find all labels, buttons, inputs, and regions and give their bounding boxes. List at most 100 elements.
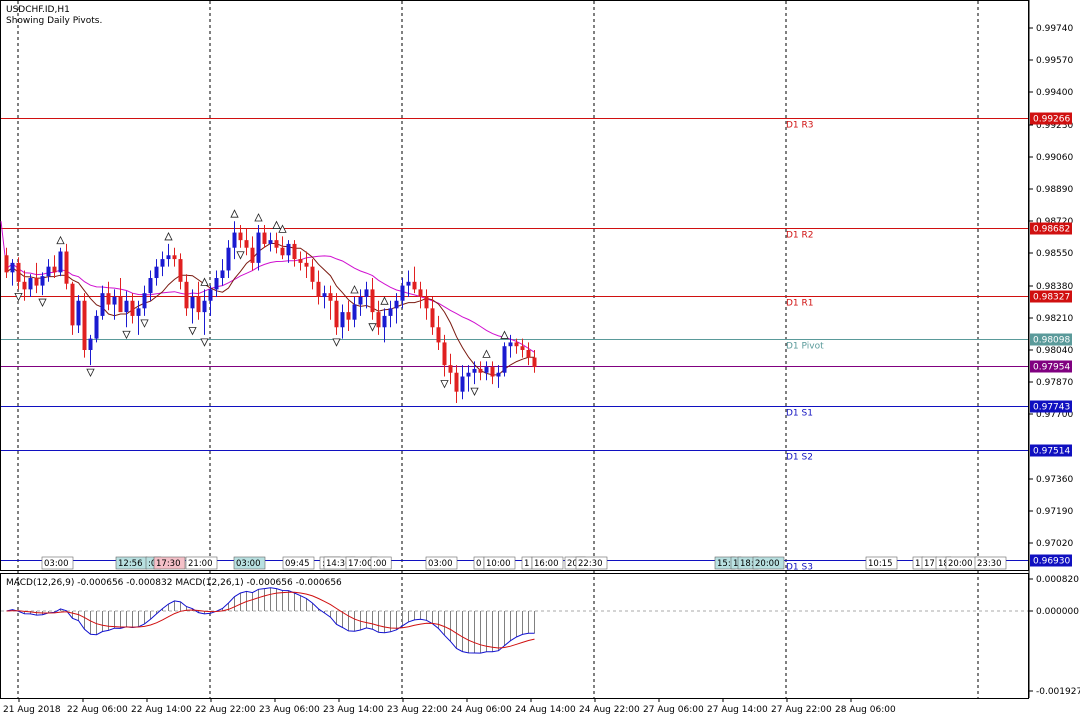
- session-label: 15:: [717, 559, 731, 569]
- session-label-box: [282, 556, 315, 570]
- candle-body: [436, 327, 441, 343]
- fractal-down-arrow: [368, 323, 377, 332]
- session-label-box: [425, 556, 458, 570]
- candle-body: [172, 255, 177, 260]
- fractal-down-arrow: [14, 292, 23, 302]
- time-label: 22 Aug 22:00: [195, 705, 256, 715]
- candle-body: [142, 293, 147, 309]
- pivot-label-r2: D1 R2: [786, 231, 814, 241]
- fractal-up-arrow: [56, 235, 65, 245]
- session-label: 20:00: [755, 559, 780, 569]
- price-tick-label: 0.98550: [1036, 249, 1073, 259]
- candle-body: [82, 300, 87, 350]
- candle-body: [382, 315, 387, 328]
- price-axis: 0.99740 0.99570 0.99400 0.99230 0.99060 0.988…: [1029, 24, 1073, 549]
- time-label: 24 Aug 22:00: [579, 705, 640, 715]
- session-label: :00: [373, 559, 387, 569]
- pivot-label-r1: D1 R1: [786, 299, 814, 309]
- candle-body: [466, 372, 471, 377]
- candle-body: [430, 308, 435, 328]
- candle-body: [16, 262, 21, 282]
- candle-body: [418, 289, 423, 297]
- session-label-box: [483, 556, 516, 570]
- candle-body: [394, 300, 399, 309]
- time-label: 23 Aug 22:00: [387, 705, 448, 715]
- candle-body: [70, 283, 75, 326]
- candle-body: [148, 278, 153, 294]
- candle-body: [292, 243, 297, 260]
- fractal-down-arrow: [470, 387, 479, 396]
- time-label: 23 Aug 14:00: [323, 705, 384, 715]
- session-label: 22:30: [578, 559, 603, 569]
- pivot-price-tags: 0.99266 0.98682 0.98327 0.98098 0.97743 0.975…: [1030, 112, 1072, 567]
- price-tick-label: 0.99060: [1036, 153, 1073, 163]
- candle-body: [496, 372, 501, 377]
- macd-histogram: [12, 587, 535, 654]
- candle-body: [118, 296, 123, 313]
- candle-body: [376, 312, 381, 328]
- fractal-up-arrow: [254, 213, 263, 222]
- candle-body: [130, 300, 135, 316]
- candle-body: [64, 251, 69, 284]
- candle-body: [256, 232, 261, 263]
- fractal-down-arrow: [188, 327, 197, 336]
- session-label: 1: [524, 559, 529, 569]
- candle-body: [316, 281, 321, 297]
- session-label-box: [41, 556, 74, 570]
- pivot-label-r3: D1 R3: [786, 121, 814, 131]
- candle-body: [10, 262, 15, 273]
- candle-body: [334, 300, 339, 328]
- candle-body: [322, 293, 327, 297]
- session-label: 23:30: [977, 559, 1002, 569]
- candle-body: [460, 376, 465, 392]
- candle-body: [472, 368, 477, 373]
- price-tick-label: 0.99400: [1036, 88, 1073, 98]
- candlesticks: [4, 221, 537, 404]
- session-label: 20:00: [948, 559, 973, 569]
- pivot-label-s1: D1 S1: [786, 409, 813, 419]
- candle-body: [262, 232, 267, 244]
- fractal-arrows: [14, 209, 509, 396]
- candle-body: [286, 243, 291, 256]
- ma-slow-line: [0, 221, 535, 353]
- candle-body: [340, 312, 345, 328]
- price-tick-label: 0.97700: [1036, 410, 1073, 420]
- candle-body: [166, 255, 171, 260]
- candle-body: [400, 285, 405, 301]
- time-label: 28 Aug 06:00: [835, 705, 896, 715]
- candle-body: [160, 259, 165, 267]
- fractal-up-arrow: [230, 209, 239, 218]
- symbol-title: USDCHF.ID,H1: [6, 5, 70, 15]
- candle-body: [442, 342, 447, 366]
- session-label: 17:00: [348, 559, 373, 569]
- candle-body: [298, 259, 303, 263]
- fractal-down-arrow: [440, 380, 449, 389]
- price-tick-label: 0.98210: [1036, 314, 1073, 324]
- candle-body: [106, 293, 111, 305]
- candle-body: [478, 368, 483, 373]
- candle-body: [196, 296, 201, 313]
- candle-body: [100, 293, 105, 316]
- price-tick-label: 0.98040: [1036, 346, 1073, 356]
- price-tick-label: 0.98890: [1036, 185, 1073, 195]
- session-label: 1: [733, 559, 738, 569]
- macd-tick-label: 0.000820: [1036, 575, 1079, 585]
- candle-body: [274, 240, 279, 248]
- macd-axis: 0.000820 0.000000 -0.001927: [1029, 575, 1080, 697]
- time-label: 23 Aug 06:00: [259, 705, 320, 715]
- candle-body: [34, 278, 39, 286]
- session-label: 17: [924, 559, 935, 569]
- price-tick-label: 0.98720: [1036, 217, 1073, 227]
- candle-body: [280, 247, 285, 256]
- candle-body: [406, 281, 411, 286]
- candle-body: [304, 262, 309, 267]
- session-label: 12:56: [118, 559, 143, 569]
- session-label: 16:00: [534, 559, 559, 569]
- candle-body: [346, 312, 351, 320]
- macd-tick-label: 0.000000: [1036, 607, 1079, 617]
- main-chart-frame: [0, 0, 1029, 571]
- pivot-tag-s1: [1030, 400, 1072, 413]
- fractal-down-arrow: [332, 338, 341, 347]
- session-label-box: [233, 556, 266, 570]
- pivot-tag-text-r3: 0.99266: [1033, 115, 1070, 125]
